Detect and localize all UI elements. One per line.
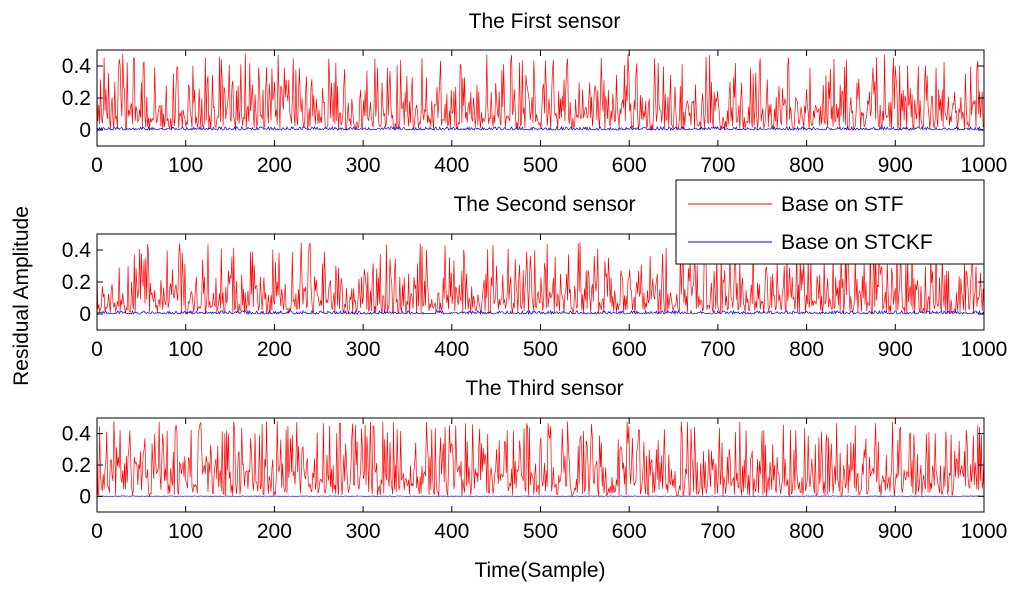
x-tick-label: 300 <box>346 154 381 177</box>
x-tick-label: 200 <box>257 154 292 177</box>
subplot-title: The Third sensor <box>465 377 623 400</box>
x-tick-label: 100 <box>168 154 203 177</box>
x-tick-label: 0 <box>91 520 103 543</box>
x-tick-label: 200 <box>257 338 292 361</box>
x-tick-label: 1000 <box>961 338 1008 361</box>
subplot-3: The Third sensor 0 100 200 300 400 500 600 700 80… <box>62 377 1008 543</box>
y-tick-label: 0 <box>79 485 91 508</box>
series-line-stckf <box>97 125 984 132</box>
x-tick-label: 300 <box>346 520 381 543</box>
x-tick-label: 400 <box>434 154 469 177</box>
x-tick-label: 500 <box>523 154 558 177</box>
y-axis-label: Residual Amplitude <box>10 206 33 386</box>
x-tick-label: 1000 <box>961 154 1008 177</box>
x-tick-label: 0 <box>91 338 103 361</box>
x-tick-label: 800 <box>789 338 824 361</box>
y-tick-label: 0.2 <box>62 454 91 477</box>
x-tick-label: 700 <box>700 520 735 543</box>
legend-box <box>675 179 985 265</box>
x-tick-label: 300 <box>346 338 381 361</box>
x-tick-label: 400 <box>434 338 469 361</box>
x-axis-label: Time(Sample) <box>474 559 605 582</box>
subplot-1: The First sensor 0 100 200 300 400 500 600 700 80… <box>62 10 1008 177</box>
x-tick-label: 900 <box>878 338 913 361</box>
x-tick-label: 700 <box>700 338 735 361</box>
legend-label-stf: Base on STF <box>781 193 904 216</box>
x-tick-label: 600 <box>612 520 647 543</box>
x-tick-label: 700 <box>700 154 735 177</box>
subplot-title: The Second sensor <box>453 193 635 216</box>
y-tick-label: 0.4 <box>62 239 92 262</box>
y-tick-label: 0.4 <box>62 55 92 78</box>
legend-label-stckf: Base on STCKF <box>781 231 933 254</box>
series-line-stf <box>97 421 984 498</box>
x-tick-label: 900 <box>878 154 913 177</box>
x-tick-label: 1000 <box>961 520 1008 543</box>
y-tick-label: 0.4 <box>62 423 92 446</box>
y-tick-label: 0.2 <box>62 87 91 110</box>
x-tick-label: 500 <box>523 338 558 361</box>
y-tick-label: 0 <box>79 303 91 326</box>
y-tick-label: 0 <box>79 119 91 142</box>
x-tick-label: 600 <box>612 338 647 361</box>
x-tick-label: 500 <box>523 520 558 543</box>
x-tick-label: 100 <box>168 338 203 361</box>
x-tick-label: 0 <box>91 154 103 177</box>
x-tick-label: 800 <box>789 520 824 543</box>
x-tick-label: 800 <box>789 154 824 177</box>
subplots: The First sensor 0 100 200 300 400 500 600 700 80… <box>62 10 1008 543</box>
series-line-stf <box>97 242 984 315</box>
legend: Base on STF Base on STCKF <box>675 179 985 265</box>
subplot-2: The Second sensor 0 100 200 300 400 500 600 700 8… <box>62 193 1008 361</box>
x-tick-label: 900 <box>878 520 913 543</box>
x-tick-label: 600 <box>612 154 647 177</box>
axes-frame <box>96 417 985 513</box>
x-tick-label: 100 <box>168 520 203 543</box>
x-tick-label: 200 <box>257 520 292 543</box>
series-line-stf <box>97 53 984 131</box>
y-tick-label: 0.2 <box>62 271 91 294</box>
subplot-title: The First sensor <box>469 10 621 33</box>
series-line-stckf <box>97 309 984 316</box>
x-tick-label: 400 <box>434 520 469 543</box>
